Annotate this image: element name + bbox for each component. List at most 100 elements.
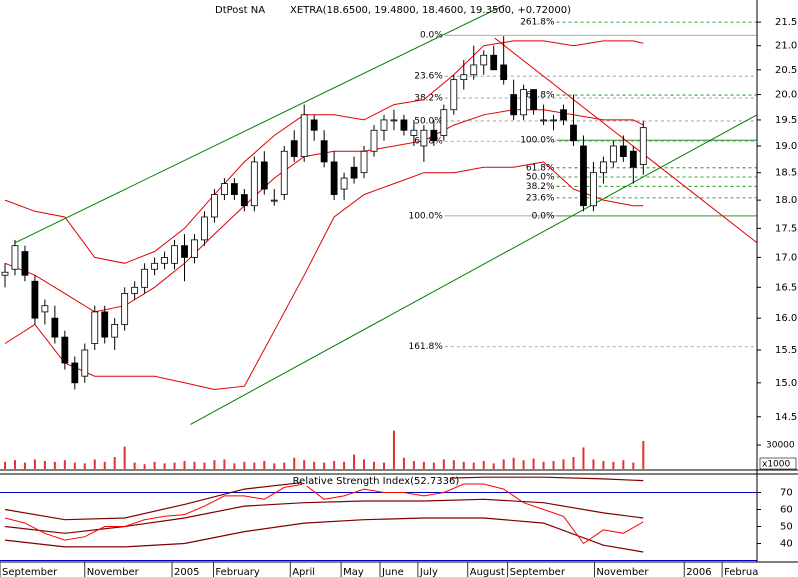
volume-bar — [203, 462, 206, 469]
fib-label: 261.8% — [520, 18, 555, 28]
candle-body — [350, 166, 358, 179]
y-tick-label: 16.0 — [775, 313, 797, 324]
volume-bar — [213, 460, 216, 469]
candle-body — [221, 183, 228, 195]
candle-body — [290, 140, 298, 157]
y-tick-label: 50 — [780, 522, 793, 533]
fib-label: 50.0% — [414, 116, 443, 126]
volume-bar — [572, 457, 575, 469]
volume-bar — [23, 462, 26, 469]
volume-bar — [412, 461, 415, 469]
volume-bar — [223, 459, 226, 469]
candle-body — [101, 311, 109, 338]
candle-body — [340, 177, 348, 190]
candle-body — [510, 94, 518, 116]
candle-body — [530, 89, 537, 111]
volume-bar — [3, 461, 6, 469]
fib-label: 23.6% — [414, 72, 443, 82]
candle-body — [11, 245, 19, 270]
fib-label: 61.8% — [526, 163, 555, 173]
x-tick-label: June — [381, 567, 404, 577]
y-tick-label: 40 — [780, 538, 793, 549]
volume-bar — [602, 461, 605, 469]
volume-bar — [452, 460, 455, 469]
candle-body — [560, 109, 567, 121]
candle-body — [201, 216, 208, 241]
volume-bar — [43, 461, 46, 469]
candle-body — [131, 286, 139, 294]
volume-bar — [113, 457, 116, 469]
candle-body — [580, 145, 587, 207]
trend-line — [14, 5, 505, 244]
volume-bar — [363, 459, 366, 469]
candle-body — [380, 119, 388, 131]
volume-bar — [13, 460, 16, 469]
volume-bar — [422, 461, 425, 469]
x-tick-label: November — [596, 567, 649, 577]
candle-body — [600, 161, 607, 174]
candle-body — [300, 114, 308, 157]
x-tick-label: April — [292, 567, 315, 577]
volume-bar — [582, 447, 585, 469]
candle-body — [121, 293, 129, 325]
x-tick-label: November — [87, 567, 140, 577]
volume-bar — [273, 463, 276, 469]
rsi-band — [4, 517, 644, 553]
volume-bar — [343, 461, 346, 469]
y-tick-label: 70 — [780, 488, 793, 499]
volume-bar — [73, 462, 76, 469]
volume-bar — [532, 458, 535, 469]
volume-bar — [642, 441, 645, 469]
candle-body — [540, 119, 547, 122]
candle-body — [31, 280, 39, 319]
volume-bar — [462, 461, 465, 469]
candle-body — [520, 89, 528, 116]
volume-bar — [163, 463, 166, 469]
fib-label: 50.0% — [526, 173, 555, 183]
y-tick-label: 16.5 — [775, 282, 797, 293]
volume-bar — [382, 462, 385, 469]
trend-line — [494, 37, 757, 244]
candle-body — [111, 324, 119, 338]
candle-body — [171, 245, 178, 264]
rsi-title: Relative Strength Index(52.7336) — [293, 476, 460, 487]
candle-body — [460, 74, 468, 81]
fib-label: 38.2% — [526, 182, 555, 192]
volume-bar — [293, 457, 296, 469]
volume-bar — [542, 461, 545, 469]
x-tick-label: September — [2, 567, 58, 577]
candle-body — [619, 145, 627, 157]
y-tick-label: 14.5 — [775, 412, 797, 423]
candle-body — [450, 79, 458, 111]
volume-bar — [103, 461, 106, 469]
x-tick-label: July — [419, 567, 438, 577]
volume-bar — [502, 459, 505, 469]
volume-bar — [562, 459, 565, 469]
candle-body — [280, 150, 288, 195]
volume-bar — [193, 461, 196, 469]
fib-label: 161.8% — [408, 342, 443, 352]
volume-bar — [173, 462, 176, 469]
x-tick-label: 2005 — [174, 567, 199, 577]
candle-body — [480, 54, 488, 66]
volume-bar — [622, 460, 625, 469]
candle-body — [410, 129, 418, 136]
volume-bar — [283, 462, 286, 469]
plot-layer: 0.0%23.6%38.2%50.0%61.8%100.0%161.8%261.… — [0, 5, 797, 577]
y-tick-label: 60 — [780, 505, 793, 516]
volume-bar — [263, 461, 266, 469]
volume-bar — [432, 462, 435, 469]
fib-label: 100.0% — [520, 136, 555, 146]
candle-body — [21, 251, 29, 276]
volume-bar — [253, 462, 256, 469]
volume-bar — [303, 460, 306, 469]
chart-title: DtPost NA — [215, 5, 265, 16]
bollinger-band — [4, 109, 644, 313]
candle-body — [310, 119, 318, 131]
candle-body — [629, 150, 637, 168]
y-tick-label: 17.5 — [775, 223, 797, 234]
fib-label: 61.8% — [414, 137, 443, 147]
y-tick-label: 21.0 — [775, 41, 797, 52]
volume-bar — [482, 461, 485, 469]
